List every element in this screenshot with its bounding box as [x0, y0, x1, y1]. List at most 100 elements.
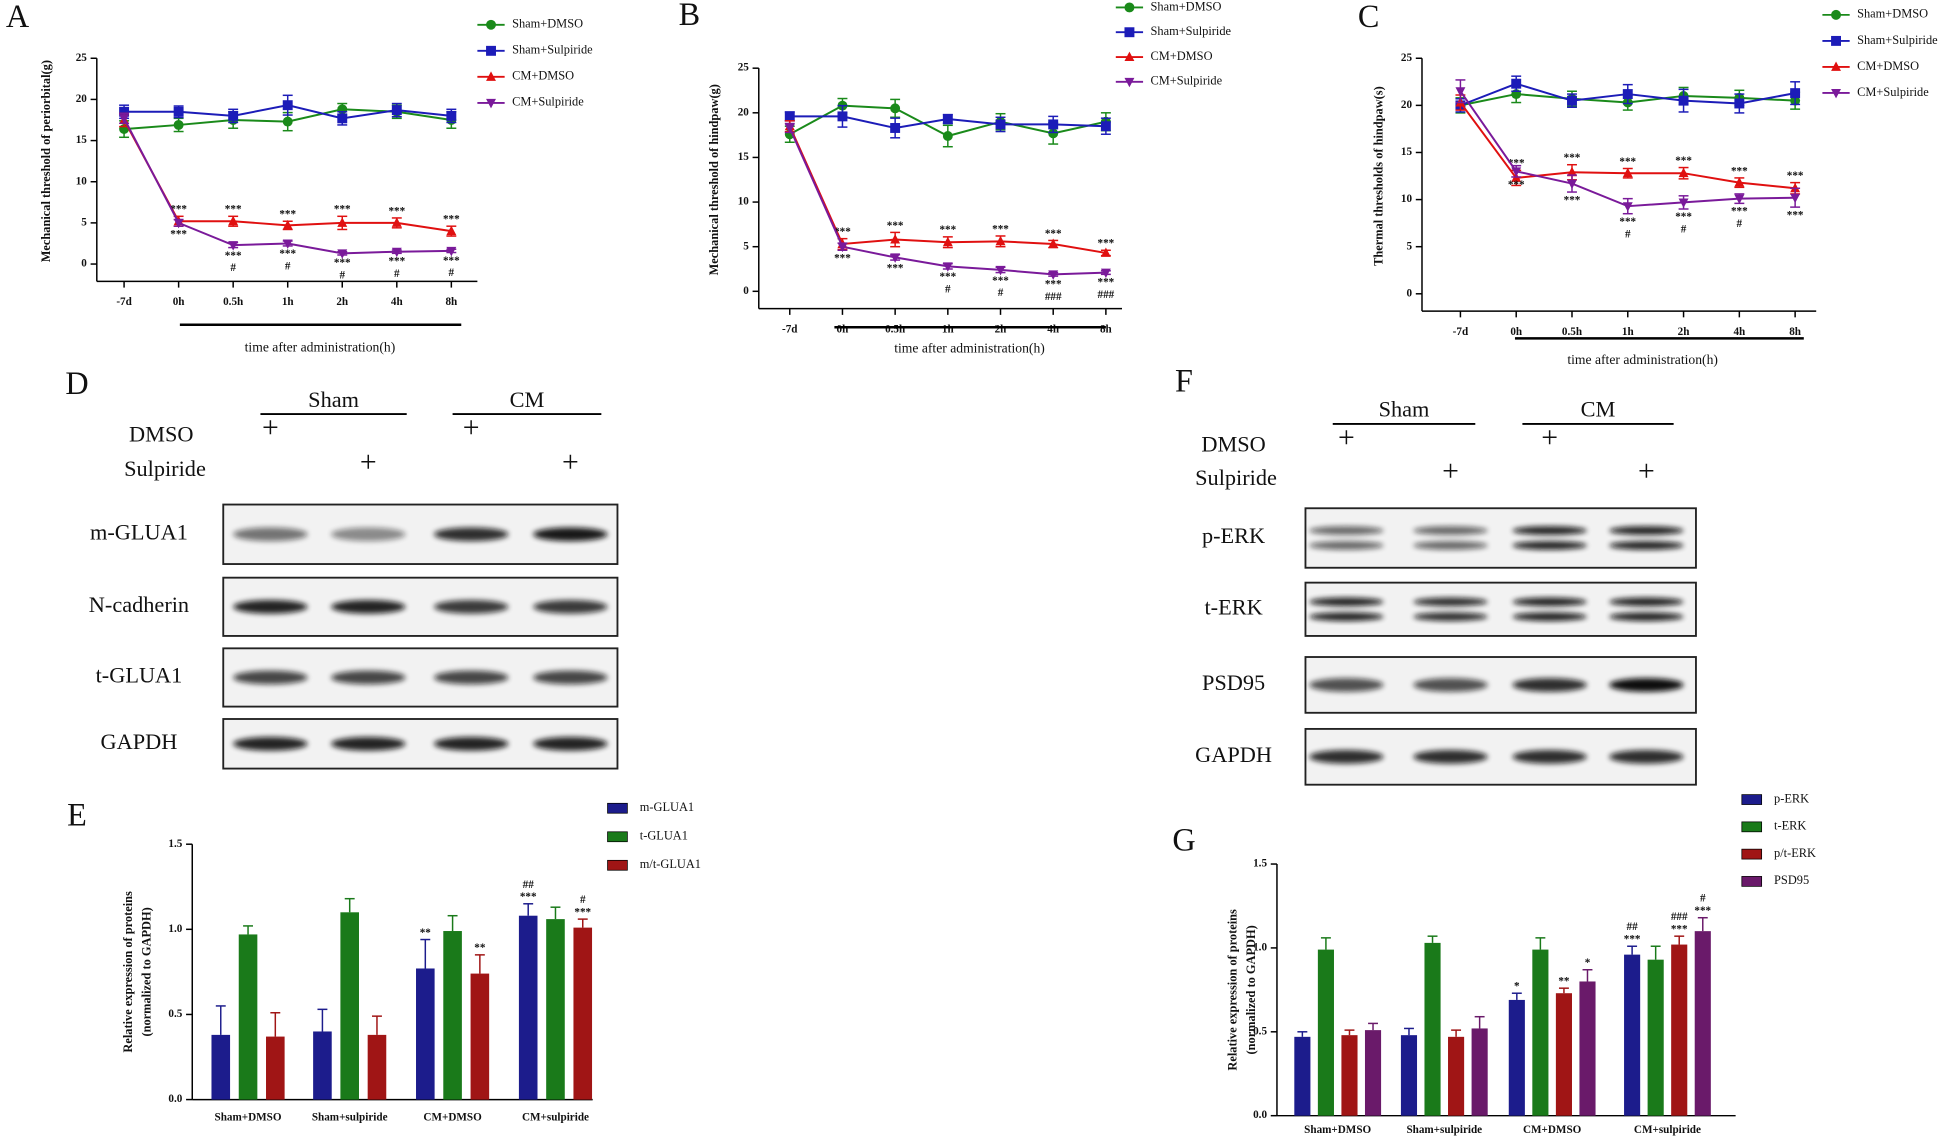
significance-label: ***	[1731, 165, 1748, 177]
significance-label: **	[420, 927, 432, 939]
bar	[573, 927, 593, 1100]
y-tick-label: 5	[743, 240, 749, 252]
blot-band	[1413, 526, 1488, 535]
significance-label: #	[230, 262, 236, 274]
marker	[337, 249, 348, 259]
significance-label: #	[1700, 893, 1706, 905]
marker	[1048, 119, 1059, 130]
marker	[1734, 177, 1745, 187]
significance-label: #	[998, 287, 1004, 299]
significance-label: ***	[443, 214, 460, 226]
marker	[486, 19, 496, 30]
significance-label: ***	[1098, 238, 1115, 250]
panel-label: D	[65, 365, 88, 401]
significance-label: #	[394, 268, 400, 280]
x-tick-label: 1h	[282, 296, 295, 308]
marker	[1831, 9, 1841, 20]
significance-label: ###	[1671, 911, 1688, 923]
legend-label: Sham+DMSO	[512, 17, 583, 31]
legend-label: t-GLUA1	[640, 829, 688, 843]
bar	[1508, 999, 1525, 1116]
y-tick-label: 15	[1401, 146, 1413, 158]
marker	[119, 114, 130, 124]
legend-swatch	[607, 802, 628, 814]
series: *** *** *** *** *** ***	[784, 120, 1115, 257]
marker	[1831, 89, 1841, 99]
legend-swatch	[607, 831, 628, 843]
legend-swatch	[1741, 848, 1763, 860]
blot-band	[233, 527, 308, 542]
x-axis-label: time after administration(h)	[894, 341, 1045, 357]
blot-band	[1609, 541, 1684, 550]
bar	[518, 915, 538, 1100]
legend-label: m/t-GLUA1	[640, 857, 701, 871]
significance-label: ***	[443, 255, 460, 267]
group-label: CM	[510, 387, 545, 412]
blot-band	[1512, 597, 1587, 607]
marker	[391, 217, 402, 227]
series	[1317, 935, 1664, 1116]
y-tick-label: 25	[76, 52, 88, 64]
significance-label: ***	[334, 257, 351, 269]
significance-label: ***	[279, 248, 296, 260]
blot-band	[433, 736, 509, 751]
significance-label: ***	[1508, 179, 1525, 191]
blot-band	[533, 736, 608, 751]
y-tick-label: 0.0	[1253, 1109, 1267, 1121]
marker	[1622, 202, 1633, 212]
significance-label: ***	[887, 220, 904, 232]
marker	[837, 111, 848, 122]
x-tick-label: 0h	[837, 323, 850, 335]
blot-band	[1609, 749, 1684, 764]
treatment-label: Sulpiride	[1195, 465, 1277, 490]
marker	[282, 219, 293, 230]
blot-row-label: t-GLUA1	[96, 663, 183, 688]
legend-swatch	[1741, 876, 1763, 887]
legend-label: Sham+DMSO	[1151, 0, 1222, 13]
y-axis-label: (normalized to GAPDH)	[139, 907, 153, 1036]
significance-label: ***	[279, 209, 296, 221]
significance-label: ***	[1731, 206, 1748, 218]
panel-label: G	[1172, 821, 1195, 857]
legend-label: m-GLUA1	[640, 800, 694, 814]
x-axis-label: time after administration(h)	[1567, 352, 1718, 368]
series: **#***	[266, 894, 593, 1100]
marker	[173, 218, 184, 229]
marker	[890, 123, 901, 133]
significance-label: ***	[520, 891, 537, 903]
marker	[1734, 98, 1745, 109]
bar	[1364, 1030, 1382, 1116]
marker	[337, 217, 348, 227]
marker	[1622, 89, 1633, 100]
bar	[1671, 944, 1688, 1116]
blot-band	[1512, 541, 1587, 550]
legend-label: Sham+Sulpiride	[1151, 24, 1232, 38]
marker	[1100, 247, 1111, 257]
bar	[1424, 942, 1441, 1116]
marker	[173, 119, 184, 130]
bar	[238, 934, 258, 1100]
marker	[486, 98, 496, 109]
bar	[1341, 1035, 1358, 1116]
significance-label: ###	[1098, 289, 1115, 301]
group-label: Sham	[1379, 397, 1430, 422]
marker	[1455, 87, 1466, 97]
blot-band	[1609, 678, 1684, 692]
significance-label: #	[1681, 224, 1687, 236]
blot-band	[533, 527, 608, 542]
y-axis-label: (normalized to GAPDH)	[1244, 925, 1258, 1054]
marker	[1831, 35, 1841, 46]
y-tick-label: 0	[81, 258, 87, 270]
x-tick-label: 8h	[1789, 326, 1802, 338]
marker	[446, 246, 457, 257]
x-tick-label: CM+sulpiride	[522, 1112, 589, 1124]
marker	[1048, 238, 1059, 248]
significance-label: ***	[170, 228, 187, 240]
blot-band	[1609, 526, 1684, 535]
significance-label: #	[285, 261, 291, 273]
marker	[890, 253, 901, 263]
significance-label: ##	[1627, 921, 1639, 933]
series	[784, 104, 1111, 139]
treatment-label: Sulpiride	[124, 456, 206, 481]
blot-band	[1413, 597, 1488, 607]
